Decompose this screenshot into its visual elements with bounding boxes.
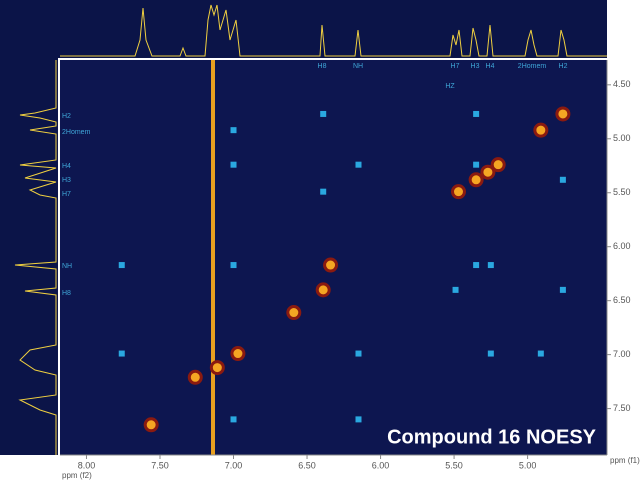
y-tick-label: 6.00 bbox=[613, 241, 631, 251]
cross-peak bbox=[320, 110, 327, 117]
y-tick-label: 7.50 bbox=[613, 403, 631, 413]
peak-label: H4 bbox=[62, 163, 71, 170]
cross-peak bbox=[230, 416, 237, 423]
f2-projection bbox=[60, 4, 607, 57]
top-projection-panel bbox=[0, 0, 607, 58]
cross-peak bbox=[230, 161, 237, 168]
peak-label: H8 bbox=[62, 290, 71, 297]
y-tick-label: 5.50 bbox=[613, 187, 631, 197]
diagonal-peak bbox=[555, 106, 571, 122]
peak-label: H8 bbox=[318, 63, 327, 70]
x-tick-label: 5.00 bbox=[519, 460, 537, 470]
diagonal-peak bbox=[480, 164, 496, 180]
peak-label: H3 bbox=[471, 63, 480, 70]
peak-label: NH bbox=[62, 263, 72, 270]
cross-peak bbox=[473, 161, 480, 168]
x-axis-label: ppm (f2) bbox=[62, 471, 92, 480]
cross-peak bbox=[452, 286, 459, 293]
diagonal-peak bbox=[450, 184, 466, 200]
diagonal-peak bbox=[315, 282, 331, 298]
peak-label: 2Homem bbox=[62, 129, 91, 136]
cross-peak bbox=[230, 127, 237, 134]
peak-label: H7 bbox=[62, 191, 71, 198]
peak-label: H3 bbox=[62, 177, 71, 184]
cross-peak bbox=[355, 350, 362, 357]
chart-title: Compound 16 NOESY bbox=[387, 426, 597, 448]
diagonal-peak bbox=[209, 360, 225, 376]
y-tick-label: 6.50 bbox=[613, 295, 631, 305]
y-tick-label: 5.00 bbox=[613, 133, 631, 143]
cross-peak bbox=[118, 262, 125, 269]
diagonal-peak bbox=[533, 122, 549, 138]
peak-label: H4 bbox=[486, 63, 495, 70]
cross-peak bbox=[118, 350, 125, 357]
y-tick-label: 4.50 bbox=[613, 79, 631, 89]
diagonal-peak bbox=[490, 157, 506, 173]
left-projection-panel bbox=[0, 58, 58, 455]
x-tick-label: 6.00 bbox=[372, 460, 390, 470]
cross-peak bbox=[320, 188, 327, 195]
peak-label: 2Homem bbox=[518, 63, 547, 70]
cross-peak bbox=[559, 176, 566, 183]
cross-peak bbox=[537, 350, 544, 357]
x-tick-label: 5.50 bbox=[445, 460, 463, 470]
x-tick-label: 7.00 bbox=[225, 460, 243, 470]
cross-peak bbox=[487, 350, 494, 357]
plot-area bbox=[60, 60, 607, 455]
t1-noise-streak bbox=[211, 60, 215, 455]
peak-label: HZ bbox=[445, 83, 455, 90]
cross-peak bbox=[473, 262, 480, 269]
f1-projection bbox=[14, 60, 57, 455]
x-tick-label: 6.50 bbox=[298, 460, 316, 470]
peak-label: NH bbox=[353, 63, 363, 70]
peak-label: H2 bbox=[559, 63, 568, 70]
diagonal-peak bbox=[323, 257, 339, 273]
y-axis-label: ppm (f1) bbox=[610, 456, 640, 465]
cross-peak bbox=[559, 286, 566, 293]
cross-peak bbox=[355, 161, 362, 168]
diagonal-peak bbox=[468, 172, 484, 188]
y-tick-label: 7.00 bbox=[613, 349, 631, 359]
peak-label: H2 bbox=[62, 113, 71, 120]
cross-peak bbox=[487, 262, 494, 269]
x-tick-label: 8.00 bbox=[78, 460, 96, 470]
diagonal-peak bbox=[286, 305, 302, 321]
cross-peak bbox=[355, 416, 362, 423]
peak-label: H7 bbox=[451, 63, 460, 70]
cross-peak bbox=[473, 110, 480, 117]
x-tick-label: 7.50 bbox=[151, 460, 169, 470]
diagonal-peak bbox=[230, 346, 246, 362]
diagonal-peak bbox=[187, 369, 203, 385]
diagonal-peak bbox=[143, 417, 159, 433]
cross-peak bbox=[230, 262, 237, 269]
